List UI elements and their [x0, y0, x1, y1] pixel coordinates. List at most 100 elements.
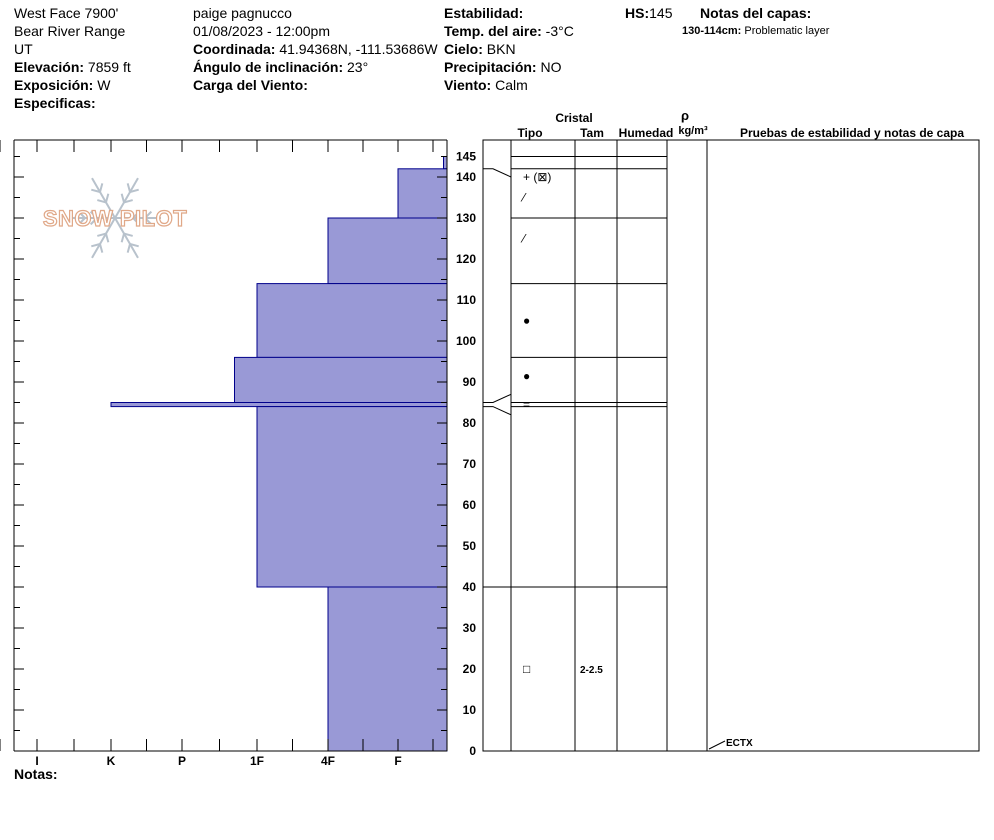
snowflake-branch: [120, 193, 125, 203]
crystal-table: + (⊠) ⁄ ⁄ ● ● = □ 2-2.5 ECTX: [482, 139, 980, 752]
hardness-axes: I K P 1F 4F F: [0, 139, 448, 768]
wind-load: Carga del Viento:: [193, 76, 308, 94]
depth-tick-label: 50: [463, 539, 477, 553]
snowflake-branch: [132, 210, 141, 219]
layer-note-text: Problematic layer: [744, 25, 830, 37]
hardness-layer: [327, 586, 448, 752]
crystal-symbol: ⁄: [520, 232, 527, 246]
hardness-layer: [256, 283, 448, 358]
specifics-label: Especificas:: [14, 95, 96, 111]
snowflake-branch: [97, 232, 107, 237]
logo-text: SNOW PILOT: [43, 206, 187, 231]
snowflake-branch: [129, 243, 139, 248]
table-frame: [482, 139, 980, 752]
hardness-profile: [110, 156, 448, 752]
state: UT: [14, 41, 33, 57]
coord-value: 41.94368N, -111.53686W: [279, 41, 438, 57]
wind-label: Viento:: [444, 77, 492, 93]
hardness-layer: [397, 168, 448, 219]
header-crystal: Cristal: [555, 111, 592, 125]
snowflake-branch: [123, 199, 133, 204]
depth-tick-label: 20: [463, 662, 477, 676]
air-temp-value: -3°C: [545, 23, 574, 39]
stability-label: Estabilidad:: [444, 5, 524, 21]
sky-label: Cielo:: [444, 41, 483, 57]
hardness-layer: [443, 156, 448, 170]
notes-label: Notas:: [14, 766, 58, 782]
coord-label: Coordinada:: [193, 41, 276, 57]
snowpilot-logo: SNOW PILOT: [42, 177, 187, 259]
aspect: Exposición: W: [14, 76, 110, 94]
coordinates: Coordinada: 41.94368N, -111.53686W: [193, 40, 438, 58]
elevation: Elevación: 7859 ft: [14, 58, 131, 76]
observer: paige pagnucco: [193, 5, 292, 21]
hardness-layer: [110, 402, 448, 408]
crystal-symbol: □: [523, 662, 530, 676]
specifics: Especificas:: [14, 94, 96, 112]
snowflake-branch: [120, 233, 125, 243]
depth-connector: [483, 406, 512, 416]
snowflake-branch: [77, 217, 86, 226]
crystal-symbol: ●: [523, 314, 530, 328]
depth-tick-label: 100: [456, 334, 476, 348]
stability: Estabilidad:: [444, 4, 523, 22]
header-size: Tam: [580, 126, 604, 140]
snowflake-branch: [126, 183, 131, 193]
slope-label: Ángulo de inclinación:: [193, 59, 344, 75]
depth-tick-label: 80: [463, 416, 477, 430]
crystal-size: 2-2.5: [580, 665, 603, 676]
hardness-layer: [327, 217, 448, 285]
snowflake-branch: [129, 188, 139, 193]
depth-connector: [483, 168, 512, 178]
depth-tick-label: 60: [463, 498, 477, 512]
elevation-label: Elevación:: [14, 59, 85, 75]
depth-tick-label: 140: [456, 170, 476, 184]
air-temp: Temp. del aire: -3°C: [444, 22, 574, 40]
crystal-symbol: =: [523, 398, 530, 412]
slope-angle: Ángulo de inclinación: 23°: [193, 58, 368, 76]
depth-tick-label: 110: [457, 293, 477, 307]
hardness-layer: [256, 406, 448, 588]
depth-tick-label: 40: [463, 580, 477, 594]
snowflake-icon: [69, 177, 161, 259]
slope-value: 23°: [347, 59, 369, 75]
datetime: 01/08/2023 - 12:00pm: [193, 23, 330, 39]
hardness-tick-label: P: [178, 754, 186, 768]
test-label: ECTX: [726, 738, 753, 749]
header-tests: Pruebas de estabilidad y notas de capa: [740, 126, 964, 140]
crystal-symbol: + (⊠): [523, 170, 551, 184]
layer-notes-title-text: Notas del capas:: [700, 5, 812, 21]
header-rho: ρ: [681, 108, 689, 123]
precip-value: NO: [540, 59, 562, 75]
hs-value: 145: [649, 5, 673, 21]
depth-tick-label: 0: [469, 744, 476, 758]
snowflake-branch: [91, 188, 101, 193]
test-arrow: [708, 740, 726, 750]
hardness-tick-label: 1F: [250, 754, 264, 768]
crystal-symbol: ●: [523, 369, 530, 383]
snowflake-arm: [114, 177, 139, 219]
snowflake-arm: [91, 217, 116, 259]
wind: Viento: Calm: [444, 76, 528, 94]
depth-axis: 0 10 20 30 40 50 60 70 80 90 100 110 120 130 140 145: [456, 150, 476, 759]
hardness-tick-label: I: [35, 754, 38, 768]
elevation-value: 7859 ft: [87, 59, 131, 75]
hs-label: HS:: [625, 5, 650, 21]
aspect-label: Exposición:: [14, 77, 94, 93]
sky-value: BKN: [486, 41, 516, 57]
depth-tick-label: 145: [456, 150, 476, 164]
layer-note-range: 130-114cm:: [682, 25, 742, 37]
snowflake-arm: [91, 177, 116, 219]
hardness-tick-label: F: [394, 754, 401, 768]
wind-value: Calm: [495, 77, 528, 93]
layer-notes-title: Notas del capas:: [700, 4, 811, 22]
snowflake-branch: [89, 217, 98, 226]
snowflake-branch: [99, 243, 104, 253]
snowflake-branch: [126, 243, 131, 253]
snowflake-branch: [123, 232, 133, 237]
depth-tick-label: 130: [456, 211, 476, 225]
snowflake-branch: [105, 193, 110, 203]
range-name: Bear River Range: [14, 23, 126, 39]
hardness-layer: [234, 356, 448, 403]
precip-label: Precipitación:: [444, 59, 537, 75]
